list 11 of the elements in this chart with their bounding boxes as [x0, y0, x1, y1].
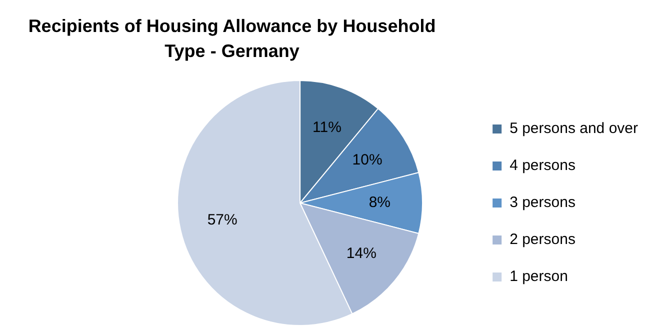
data-label: 57%: [207, 212, 238, 229]
legend-label: 4 persons: [510, 157, 576, 174]
data-label: 14%: [346, 244, 376, 262]
data-label: 10%: [352, 151, 382, 168]
chart-title: Recipients of Housing Allowance by Household Type - Germany: [27, 15, 437, 63]
data-label: 11%: [312, 119, 342, 136]
legend-label: 2 persons: [510, 231, 576, 248]
data-label: 8%: [368, 194, 391, 212]
legend-label: 3 persons: [510, 194, 576, 212]
legend-label: 1 person: [510, 268, 568, 286]
legend-label: 5 persons and over: [510, 120, 638, 138]
